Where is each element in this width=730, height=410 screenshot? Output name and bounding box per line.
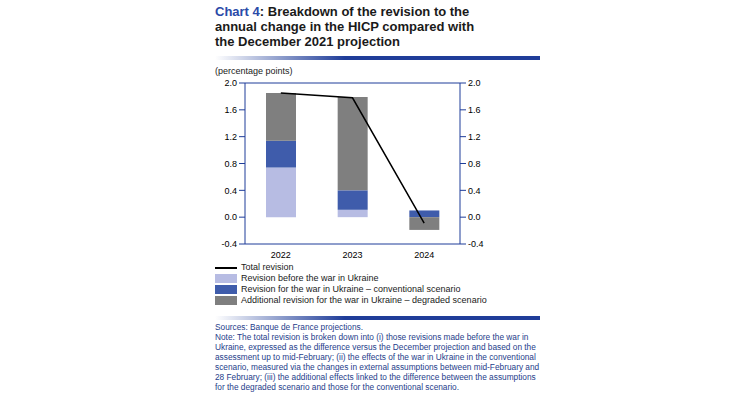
html-text:Revision for the war in Ukrain: Revision for the war in Ukraine – conven… xyxy=(241,284,461,294)
svg-text:2022: 2022 xyxy=(271,250,291,260)
svg-text:2023: 2023 xyxy=(342,250,362,260)
svg-text:1.6: 1.6 xyxy=(468,105,481,115)
html-text:Revision before the war in Ukr: Revision before the war in Ukraine xyxy=(241,273,379,283)
svg-text:0.8: 0.8 xyxy=(468,159,481,169)
svg-text:2.0: 2.0 xyxy=(224,78,237,88)
svg-text:1.6: 1.6 xyxy=(224,105,237,115)
svg-text:1.2: 1.2 xyxy=(468,132,481,142)
svg-text:0.0: 0.0 xyxy=(224,212,237,222)
svg-text:-0.4: -0.4 xyxy=(221,239,237,249)
html-text:(percentage points): (percentage points) xyxy=(215,66,293,76)
html-text:Additional revision for the wa: Additional revision for the war in Ukrai… xyxy=(241,295,487,305)
svg-text:0.8: 0.8 xyxy=(224,159,237,169)
html-text:Sources: Banque de France proj: Sources: Banque de France projections. xyxy=(215,322,364,332)
svg-text:1.2: 1.2 xyxy=(224,132,237,142)
svg-text:0.0: 0.0 xyxy=(468,212,481,222)
svg-text:0.4: 0.4 xyxy=(224,186,237,196)
svg-text:2.0: 2.0 xyxy=(468,78,481,88)
svg-text:-0.4: -0.4 xyxy=(468,239,484,249)
html-text:Total revision: Total revision xyxy=(241,262,294,272)
html-text:Chart 4: Breakdown of the revi: Chart 4: Breakdown of the revision to th… xyxy=(215,4,475,49)
html-text:Note: The total revision is br: Note: The total revision is broken down … xyxy=(215,332,540,392)
svg-text:2024: 2024 xyxy=(414,250,434,260)
svg-text:0.4: 0.4 xyxy=(468,186,481,196)
